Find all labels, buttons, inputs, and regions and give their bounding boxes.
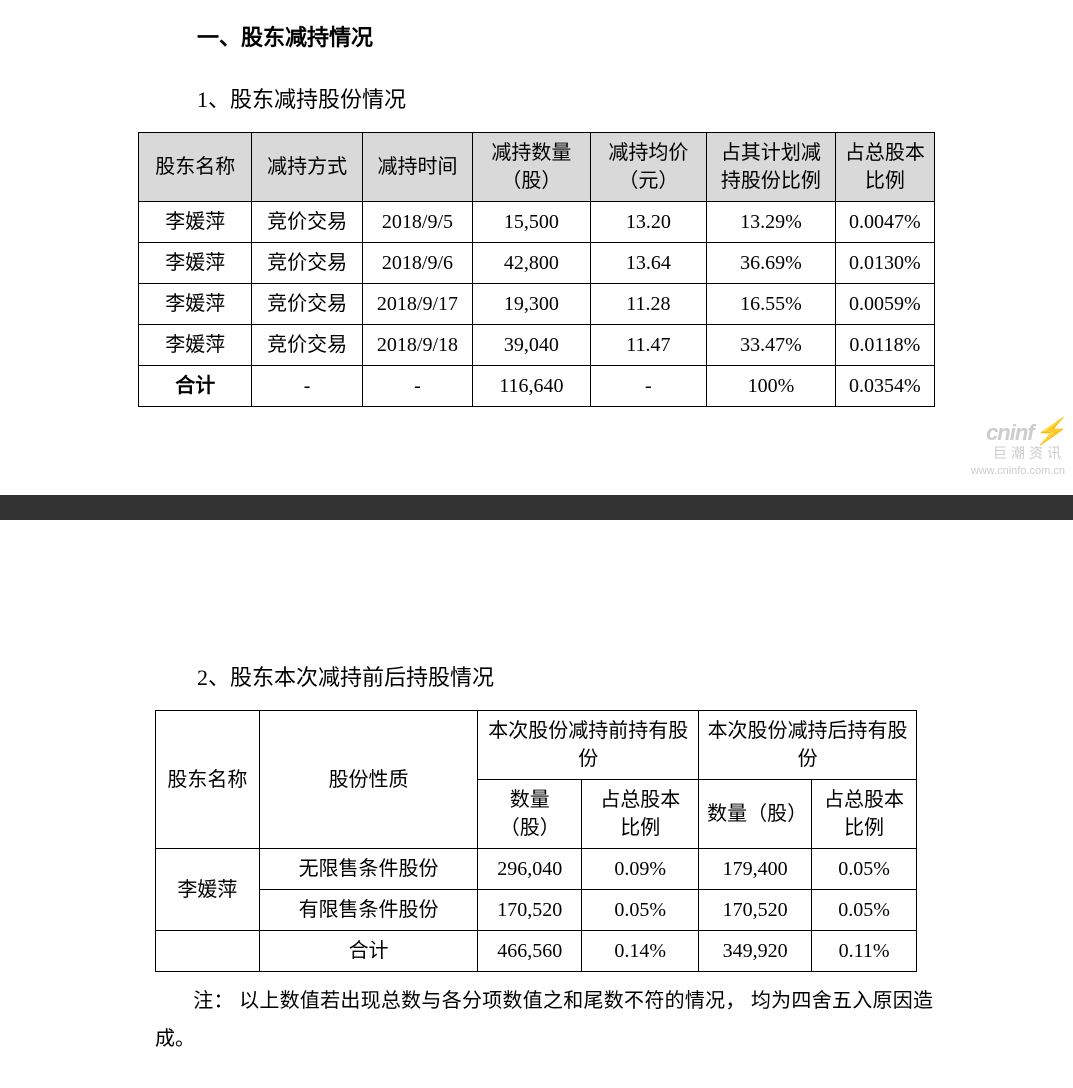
th-after-pct: 占总股本比例	[812, 780, 917, 849]
cell: 合计	[259, 931, 478, 972]
watermark: cninf⚡ 巨潮资讯 www.cninfo.com.cn	[971, 416, 1065, 477]
cell: 13.29%	[707, 202, 836, 243]
cell: -	[252, 366, 362, 407]
th-reduction-price: 减持均价（元）	[590, 133, 706, 202]
th-before-reduction: 本次股份减持前持有股份	[478, 711, 699, 780]
th-total-ratio: 占总股本比例	[835, 133, 934, 202]
cell: 0.0059%	[835, 284, 934, 325]
cell: 13.64	[590, 243, 706, 284]
th-before-qty: 数量（股）	[478, 780, 582, 849]
th-reduction-quantity: 减持数量（股）	[473, 133, 590, 202]
section-heading-1: 一、股东减持情况	[197, 20, 1073, 52]
watermark-sub: 巨潮资讯	[971, 443, 1065, 463]
table1-header-row: 股东名称 减持方式 减持时间 减持数量（股） 减持均价（元） 占其计划减持股份比…	[139, 133, 935, 202]
cell: 竞价交易	[252, 325, 362, 366]
table2-header-row-1: 股东名称 股份性质 本次股份减持前持有股份 本次股份减持后持有股份	[156, 711, 917, 780]
cell: 0.05%	[812, 890, 917, 931]
watermark-text: cninf	[986, 420, 1034, 445]
th-shareholder-name: 股东名称	[139, 133, 252, 202]
cell: 0.11%	[812, 931, 917, 972]
cell: -	[590, 366, 706, 407]
cell: 39,040	[473, 325, 590, 366]
sub-heading-2: 2、股东本次减持前后持股情况	[197, 660, 1073, 692]
cell: 李媛萍	[139, 284, 252, 325]
cell: 33.47%	[707, 325, 836, 366]
cell: 竞价交易	[252, 202, 362, 243]
cell: 无限售条件股份	[259, 849, 478, 890]
page-divider	[0, 495, 1073, 520]
table-row: 李媛萍 竞价交易 2018/9/17 19,300 11.28 16.55% 0…	[139, 284, 935, 325]
page-1: 一、股东减持情况 1、股东减持股份情况 股东名称 减持方式 减持时间 减持数量（…	[0, 0, 1073, 495]
table-row: 李媛萍 竞价交易 2018/9/18 39,040 11.47 33.47% 0…	[139, 325, 935, 366]
table-row: 李媛萍 竞价交易 2018/9/5 15,500 13.20 13.29% 0.…	[139, 202, 935, 243]
cell-total-label: 合计	[139, 366, 252, 407]
cell: 2018/9/18	[362, 325, 472, 366]
cell: 0.05%	[582, 890, 699, 931]
th-reduction-time: 减持时间	[362, 133, 472, 202]
table-row: 合计 466,560 0.14% 349,920 0.11%	[156, 931, 917, 972]
cell: 0.09%	[582, 849, 699, 890]
cell: 19,300	[473, 284, 590, 325]
cell-shareholder: 李媛萍	[156, 849, 260, 931]
cell: 170,520	[478, 890, 582, 931]
cell: 0.14%	[582, 931, 699, 972]
th-after-reduction: 本次股份减持后持有股份	[699, 711, 917, 780]
cell: 16.55%	[707, 284, 836, 325]
cell: 179,400	[699, 849, 812, 890]
watermark-url: www.cninfo.com.cn	[971, 465, 1065, 477]
cell: 竞价交易	[252, 284, 362, 325]
cell: 有限售条件股份	[259, 890, 478, 931]
cell: 0.0118%	[835, 325, 934, 366]
cell: 466,560	[478, 931, 582, 972]
watermark-icon: ⚡	[1034, 416, 1065, 446]
cell: 0.0130%	[835, 243, 934, 284]
cell: 11.47	[590, 325, 706, 366]
cell: 0.0047%	[835, 202, 934, 243]
cell: -	[362, 366, 472, 407]
cell: 36.69%	[707, 243, 836, 284]
cell: 15,500	[473, 202, 590, 243]
table-row: 李媛萍 无限售条件股份 296,040 0.09% 179,400 0.05%	[156, 849, 917, 890]
th-after-qty: 数量（股）	[699, 780, 812, 849]
cell: 42,800	[473, 243, 590, 284]
cell: 李媛萍	[139, 202, 252, 243]
table-before-after-holdings: 股东名称 股份性质 本次股份减持前持有股份 本次股份减持后持有股份 数量（股） …	[155, 710, 917, 972]
note-text: 以上数值若出现总数与各分项数值之和尾数不符的情况， 均为四舍五入原因造成。	[155, 990, 933, 1050]
cell: 296,040	[478, 849, 582, 890]
cell: 0.05%	[812, 849, 917, 890]
cell: 100%	[707, 366, 836, 407]
footnote: 注： 以上数值若出现总数与各分项数值之和尾数不符的情况， 均为四舍五入原因造成。	[155, 982, 933, 1058]
sub-heading-1: 1、股东减持股份情况	[197, 82, 1073, 114]
page-2: 2、股东本次减持前后持股情况 股东名称 股份性质 本次股份减持前持有股份 本次股…	[0, 520, 1073, 1088]
cell: 349,920	[699, 931, 812, 972]
th-share-nature: 股份性质	[259, 711, 478, 849]
table-total-row: 合计 - - 116,640 - 100% 0.0354%	[139, 366, 935, 407]
cell: 2018/9/17	[362, 284, 472, 325]
cell: 李媛萍	[139, 325, 252, 366]
cell: 2018/9/5	[362, 202, 472, 243]
th-plan-ratio: 占其计划减持股份比例	[707, 133, 836, 202]
cell: 11.28	[590, 284, 706, 325]
cell: 李媛萍	[139, 243, 252, 284]
cell: 170,520	[699, 890, 812, 931]
cell: 13.20	[590, 202, 706, 243]
table-row: 李媛萍 竞价交易 2018/9/6 42,800 13.64 36.69% 0.…	[139, 243, 935, 284]
table-row: 有限售条件股份 170,520 0.05% 170,520 0.05%	[156, 890, 917, 931]
th-reduction-method: 减持方式	[252, 133, 362, 202]
cell: 2018/9/6	[362, 243, 472, 284]
th-before-pct: 占总股本比例	[582, 780, 699, 849]
cell-empty	[156, 931, 260, 972]
table-reduction-details: 股东名称 减持方式 减持时间 减持数量（股） 减持均价（元） 占其计划减持股份比…	[138, 132, 935, 407]
cell: 竞价交易	[252, 243, 362, 284]
th-shareholder-name-2: 股东名称	[156, 711, 260, 849]
cell: 116,640	[473, 366, 590, 407]
note-label: 注：	[193, 990, 234, 1012]
cell: 0.0354%	[835, 366, 934, 407]
